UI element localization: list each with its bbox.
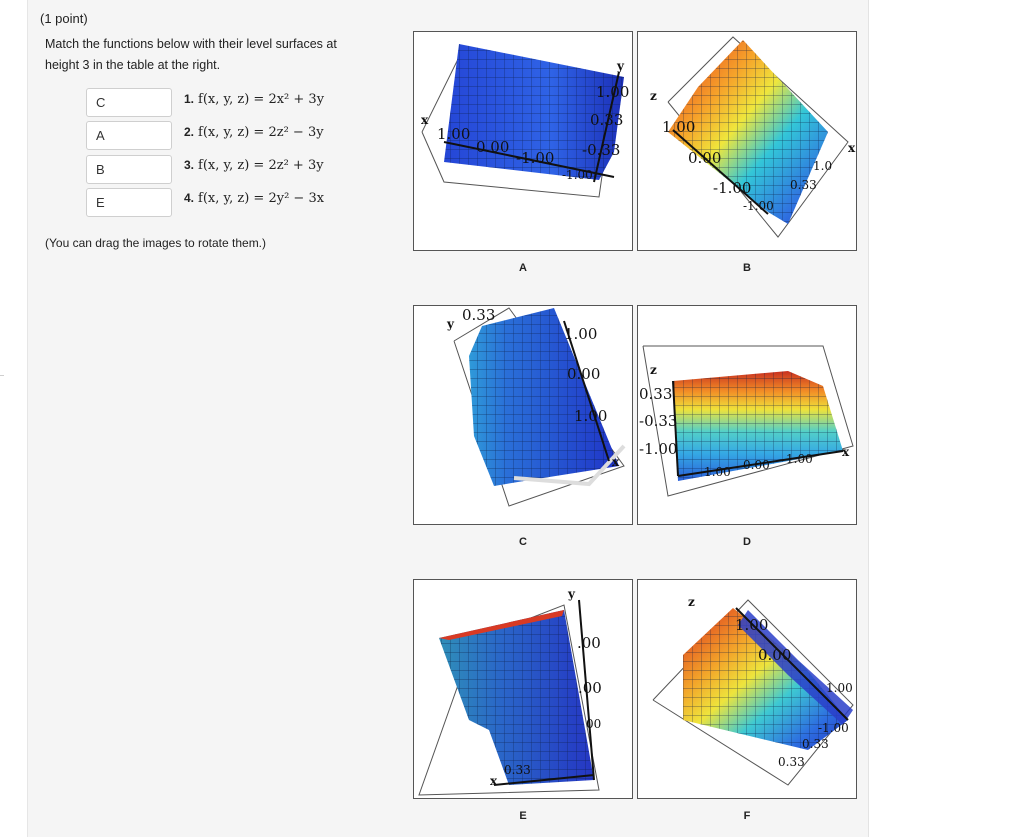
tick-label: 0.33 [790,178,817,192]
function-item-4: 4. f(x, y, z) = 2y² − 3x [184,191,324,206]
axis-label-x: x [421,113,429,127]
answer-box-1[interactable]: C [86,88,172,117]
function-item-1: 1. f(x, y, z) = 2x² + 3y [184,92,324,107]
figure-caption-a: A [519,262,527,274]
problem-instructions: Match the functions below with their lev… [45,34,375,76]
axis-label-z: z [650,363,657,377]
tick-label: 0.33 [590,111,623,129]
figure-caption-c: C [519,536,527,548]
sidebar-divider [0,375,4,376]
function-item-2: 2. f(x, y, z) = 2z² − 3y [184,125,324,140]
level-surface-plot-f[interactable]: z 1.00 0.00 1.00 -1.00 0.33 0.33 [637,579,857,799]
figure-caption-e: E [519,810,527,822]
tick-label: 0.33 [462,306,495,324]
answer-box-4[interactable]: E [86,188,172,217]
function-formula: f(x, y, z) = 2z² − 3y [198,125,324,140]
tick-label: 1.00 [596,83,629,101]
tick-label: -1.00 [700,465,731,479]
tick-label: 1.00 [735,616,768,634]
figure-caption-f: F [743,810,751,822]
tick-label: -1.00 [516,149,554,167]
tick-label: .00 [577,634,601,652]
tick-label: 1.00 [574,407,607,425]
axis-label-x: x [490,774,498,788]
level-surface-plot-b[interactable]: z x 1.00 0.00 -1.00 -1.00 0.33 1.0 [637,31,857,251]
level-surface-plot-d[interactable]: z x 0.33 -0.33 -1.00 -1.00 0.00 1.00 [637,305,857,525]
tick-label: 0.00 [476,138,509,156]
tick-label: 00 [586,717,601,731]
tick-label: 0.33 [504,763,531,777]
axis-label-x: x [842,445,850,459]
axis-label-x: x [612,455,620,469]
axis-label-y: y [567,587,576,601]
tick-label: .00 [578,679,602,697]
tick-label: -1.00 [818,721,849,735]
drag-hint: (You can drag the images to rotate them.… [45,236,267,250]
function-formula: f(x, y, z) = 2z² + 3y [198,158,324,173]
instruction-line-1: Match the functions below with their lev… [45,37,337,51]
left-sidebar-edge [0,0,28,837]
answer-box-3[interactable]: B [86,155,172,184]
tick-label: 1.0 [813,159,832,173]
tick-label: 0.00 [567,365,600,383]
axis-label-z: z [650,89,657,103]
tick-label: 0.33 [639,385,672,403]
tick-label: 0.00 [743,458,770,472]
function-formula: f(x, y, z) = 2y² − 3x [198,191,325,206]
instruction-line-2: height 3 in the table at the right. [45,58,221,72]
level-surface-plot-a[interactable]: x y 1.00 0.33 -0.33 1.00 0.00 -1.00 -1.0… [413,31,633,251]
figure-caption-b: B [743,262,751,274]
tick-label: 1.00 [437,125,470,143]
level-surface-plot-c[interactable]: y x 0.33 1.00 0.00 1.00 [413,305,633,525]
point-value: (1 point) [40,11,88,26]
answer-box-2[interactable]: A [86,121,172,150]
tick-label: 0.33 [802,737,829,751]
tick-label: -0.33 [582,141,620,159]
tick-label: 1.00 [662,118,695,136]
figure-caption-d: D [743,536,751,548]
function-number: 2. [184,125,195,139]
function-item-3: 3. f(x, y, z) = 2z² + 3y [184,158,324,173]
function-number: 3. [184,158,195,172]
tick-label: -1.00 [639,440,677,458]
tick-label: 0.00 [758,646,791,664]
function-number: 1. [184,92,195,106]
axis-label-z: z [688,595,695,609]
function-number: 4. [184,191,195,205]
level-surface-plot-e[interactable]: y x .00 .00 00 0.33 [413,579,633,799]
tick-label: 1.00 [826,681,853,695]
axis-label-y: y [446,317,455,331]
tick-label: -1.00 [743,199,774,213]
tick-label: 0.33 [778,755,805,769]
tick-label: 1.00 [786,452,813,466]
tick-label: -1.00 [562,168,593,182]
tick-label: 1.00 [564,325,597,343]
function-formula: f(x, y, z) = 2x² + 3y [198,92,325,107]
tick-label: -0.33 [639,412,677,430]
axis-label-x: x [848,141,856,155]
axis-label-y: y [616,59,625,73]
tick-label: -1.00 [713,179,751,197]
tick-label: 0.00 [688,149,721,167]
